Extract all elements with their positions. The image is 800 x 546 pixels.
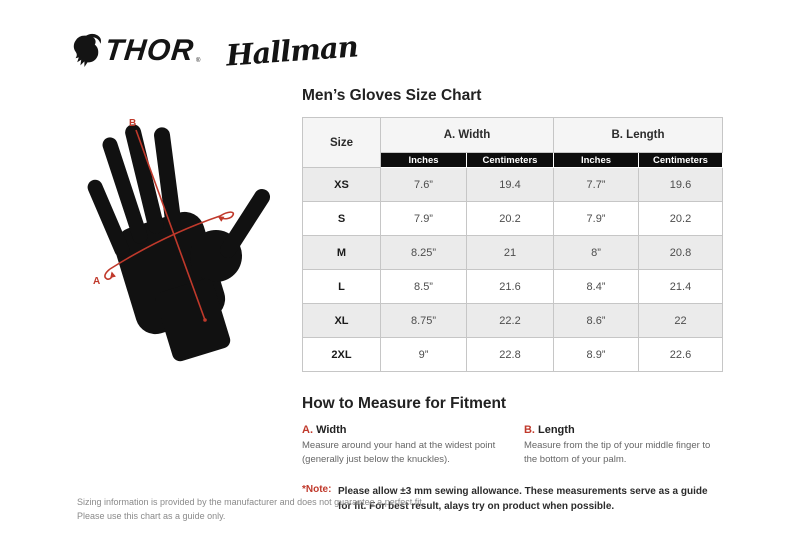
measure-line-b-end-dot xyxy=(203,318,207,322)
width-inches-cell: 8.75” xyxy=(380,303,467,338)
length-inches-cell: 7.9” xyxy=(553,201,639,236)
measure-line-b xyxy=(135,129,206,321)
measure-width-info: A. Width Measure around your hand at the… xyxy=(302,424,512,467)
width-centimeters-cell: 21.6 xyxy=(466,269,554,304)
table-row: M 8.25” 21 8” 20.8 xyxy=(302,235,723,270)
size-cell: S xyxy=(302,201,381,236)
length-centimeters-cell: 22.6 xyxy=(638,337,723,372)
length-inches-cell: 8” xyxy=(553,235,639,270)
hallman-wordmark: Hallman xyxy=(225,28,360,73)
size-chart-title: Men’s Gloves Size Chart xyxy=(302,87,482,104)
thor-logo: THOR ® xyxy=(70,31,200,71)
how-to-measure-title: How to Measure for Fitment xyxy=(302,395,507,412)
length-inches-cell: 8.6” xyxy=(553,303,639,338)
size-chart-content: Men’s Gloves Size Chart Size A. Width B.… xyxy=(302,86,723,514)
table-row: XS 7.6” 19.4 7.7” 19.6 xyxy=(302,167,723,202)
measure-length-letter: B. xyxy=(523,424,535,436)
column-header-length: B. Length xyxy=(553,117,723,153)
column-header-width: A. Width xyxy=(380,117,554,153)
table-row: XL 8.75” 22.2 8.6” 22 xyxy=(302,303,723,338)
measure-instructions: A. Width Measure around your hand at the… xyxy=(302,424,722,467)
width-inches-cell: 8.25” xyxy=(380,235,467,270)
note-text: Please allow ±3 mm sewing allowance. The… xyxy=(338,485,708,512)
size-cell: XS xyxy=(302,167,381,202)
length-inches-cell: 8.9” xyxy=(553,337,639,372)
glove-hand-silhouette xyxy=(87,124,271,362)
size-cell: 2XL xyxy=(302,337,381,372)
table-row: L 8.5” 21.6 8.4” 21.4 xyxy=(302,269,723,304)
measure-width-letter: A. xyxy=(302,424,313,436)
length-centimeters-cell: 20.2 xyxy=(638,201,723,236)
length-inches-cell: 7.7” xyxy=(553,167,639,202)
width-inches-cell: 7.9” xyxy=(380,201,467,236)
length-centimeters-cell: 19.6 xyxy=(638,167,723,202)
length-inches-cell: 8.4” xyxy=(553,269,639,304)
column-header-size: Size xyxy=(302,117,381,168)
size-cell: L xyxy=(302,269,381,304)
measure-line-a-left-curl xyxy=(104,268,116,280)
measure-line-a-right-curl xyxy=(217,211,235,222)
length-centimeters-cell: 20.8 xyxy=(638,235,723,270)
table-row: S 7.9” 20.2 7.9” 20.2 xyxy=(302,201,723,236)
width-centimeters-cell: 22.8 xyxy=(466,337,554,372)
measure-label-b: B xyxy=(129,118,136,129)
thor-wordmark: THOR xyxy=(103,34,196,67)
sizing-note: *Note: Please allow ±3 mm sewing allowan… xyxy=(302,484,722,514)
note-label: *Note: xyxy=(302,483,332,495)
measure-width-label: Width xyxy=(316,424,347,436)
subheader-width-centimeters: Centimeters xyxy=(466,152,554,168)
disclaimer-line-2: Please use this chart as a guide only. xyxy=(77,510,226,521)
size-table-subheader-row: Inches Centimeters Inches Centimeters xyxy=(303,152,723,168)
size-cell: M xyxy=(302,235,381,270)
measurement-lines xyxy=(104,129,235,322)
measure-width-heading: A. Width xyxy=(302,424,512,436)
disclaimer-line-1: Sizing information is provided by the ma… xyxy=(77,497,425,507)
size-table: Size A. Width B. Length Inches Centimete… xyxy=(302,117,723,372)
glove-measurement-figure: B A xyxy=(87,118,271,362)
measure-width-text: Measure around your hand at the widest p… xyxy=(302,440,496,465)
width-centimeters-cell: 20.2 xyxy=(466,201,554,236)
measure-line-a xyxy=(109,215,221,270)
width-centimeters-cell: 21 xyxy=(466,235,554,270)
width-centimeters-cell: 22.2 xyxy=(466,303,554,338)
disclaimer-footer: Sizing information is provided by the ma… xyxy=(77,496,424,524)
registered-trademark-icon: ® xyxy=(196,58,201,64)
measure-label-a: A xyxy=(93,276,100,287)
brand-logos: THOR ® Hallman xyxy=(70,26,360,76)
width-inches-cell: 8.5” xyxy=(380,269,467,304)
subheader-width-inches: Inches xyxy=(380,152,467,168)
table-row: 2XL 9” 22.8 8.9” 22.6 xyxy=(302,337,723,372)
measure-length-info: B. Length Measure from the tip of your m… xyxy=(524,424,722,467)
measure-length-heading: B. Length xyxy=(524,424,722,436)
width-inches-cell: 7.6” xyxy=(380,167,467,202)
size-table-header-row: Size A. Width B. Length xyxy=(302,117,723,168)
subheader-length-inches: Inches xyxy=(553,152,639,168)
measure-length-label: Length xyxy=(538,424,575,436)
subheader-length-centimeters: Centimeters xyxy=(638,152,723,168)
thor-goat-icon xyxy=(73,33,101,67)
length-centimeters-cell: 21.4 xyxy=(638,269,723,304)
width-centimeters-cell: 19.4 xyxy=(466,167,554,202)
size-cell: XL xyxy=(302,303,381,338)
measure-length-text: Measure from the tip of your middle fing… xyxy=(523,440,711,465)
length-centimeters-cell: 22 xyxy=(638,303,723,338)
width-inches-cell: 9” xyxy=(380,337,467,372)
